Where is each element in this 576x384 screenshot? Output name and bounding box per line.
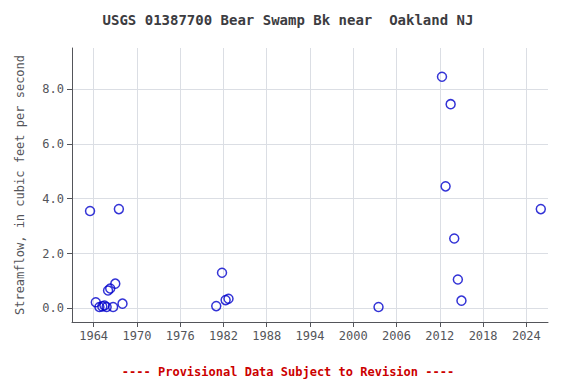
svg-text:2018: 2018	[469, 329, 498, 343]
svg-text:4.0: 4.0	[42, 192, 64, 206]
svg-text:1982: 1982	[209, 329, 238, 343]
svg-text:1988: 1988	[252, 329, 281, 343]
svg-text:8.0: 8.0	[42, 82, 64, 96]
svg-text:Streamflow, in cubic feet per: Streamflow, in cubic feet per second	[13, 55, 27, 315]
svg-text:---- Provisional Data Subject: ---- Provisional Data Subject to Revisio…	[122, 365, 454, 379]
svg-text:2000: 2000	[339, 329, 368, 343]
svg-text:1964: 1964	[79, 329, 108, 343]
svg-text:1994: 1994	[296, 329, 325, 343]
svg-text:2.0: 2.0	[42, 247, 64, 261]
svg-text:1976: 1976	[166, 329, 195, 343]
svg-text:USGS 01387700 Bear Swamp Bk ne: USGS 01387700 Bear Swamp Bk near Oakland…	[103, 12, 474, 28]
svg-text:2024: 2024	[512, 329, 541, 343]
svg-text:1970: 1970	[122, 329, 151, 343]
svg-text:0.0: 0.0	[42, 301, 64, 315]
svg-text:6.0: 6.0	[42, 137, 64, 151]
svg-text:2012: 2012	[425, 329, 454, 343]
svg-text:2006: 2006	[382, 329, 411, 343]
